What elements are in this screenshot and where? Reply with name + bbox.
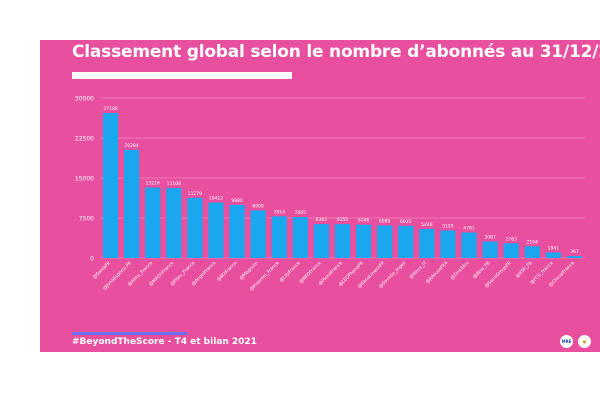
data-label: 8909 <box>252 203 264 209</box>
bar <box>377 225 393 258</box>
data-label: 27188 <box>103 106 117 112</box>
data-label: 367 <box>570 249 579 255</box>
data-label: 10412 <box>209 195 223 201</box>
bar <box>503 243 519 258</box>
data-label: 20284 <box>124 143 138 149</box>
bar <box>334 224 351 258</box>
x-tick-label: @SoniaFR <box>92 260 112 280</box>
y-tick-label: 7500 <box>79 216 94 223</box>
y-tick-label: 30000 <box>75 96 94 103</box>
slide: Classement global selon le nombre d’abon… <box>40 40 600 352</box>
logo-2-icon: ● <box>578 335 591 348</box>
data-label: 4781 <box>463 226 475 232</box>
data-label: 2194 <box>527 239 539 245</box>
bar <box>145 187 161 258</box>
data-label: 7665 <box>295 210 307 216</box>
data-label: 6350 <box>337 217 349 223</box>
bar <box>313 224 330 258</box>
bar <box>292 217 308 258</box>
data-label: 6362 <box>316 217 328 223</box>
data-label: 9980 <box>231 198 243 204</box>
x-tick-label: @LilyFrance <box>278 260 302 284</box>
x-tick-label: @M2France <box>216 260 239 283</box>
x-tick-label: @Neva_IT <box>408 260 428 280</box>
data-label: 11279 <box>188 191 202 197</box>
footer-accent-line <box>72 332 187 335</box>
bar <box>355 224 372 258</box>
data-label: 6035 <box>400 219 412 225</box>
data-label: 13216 <box>146 181 160 187</box>
bar <box>124 149 140 258</box>
bar <box>166 188 182 258</box>
bar <box>482 241 498 258</box>
data-label: 13108 <box>167 181 181 187</box>
footer-hashtag: #BeyondTheScore - T4 et bilan 2021 <box>72 337 257 347</box>
bar <box>208 202 224 258</box>
y-tick-label: 15000 <box>75 176 94 183</box>
bar <box>461 232 477 258</box>
data-label: 3087 <box>484 235 496 241</box>
bar <box>250 210 266 258</box>
bar <box>440 230 456 258</box>
bar <box>524 246 540 258</box>
title-underline <box>72 72 292 79</box>
x-tick-label: @Tina56rz <box>449 260 471 282</box>
bar <box>271 216 287 258</box>
bar <box>229 204 245 258</box>
bar <box>419 228 435 258</box>
x-tick-label: @RSK_FR <box>514 260 533 279</box>
x-tick-label: @Magnum <box>238 260 259 281</box>
bar-chart: 0 7500 15000 22500 30000 27188 @SoniaFR 20284 @J… <box>75 96 585 292</box>
data-label: 6089 <box>379 219 391 225</box>
bar <box>187 197 203 258</box>
y-tick-label: 0 <box>90 256 94 263</box>
slide-title: Classement global selon le nombre d’abon… <box>72 42 600 62</box>
y-tick-label: 22500 <box>75 136 94 143</box>
x-tick-label: @JolouseFR4 <box>425 260 450 285</box>
data-label: 6246 <box>358 218 370 224</box>
bar <box>102 112 119 258</box>
x-tick-label: @Bow_FR <box>472 260 492 280</box>
bar <box>545 252 561 258</box>
bar <box>398 225 414 258</box>
data-label: 2763 <box>505 236 517 242</box>
bar <box>566 256 583 258</box>
data-label: 5159 <box>442 223 454 229</box>
data-label: 5448 <box>421 222 433 228</box>
data-label: 1041 <box>548 245 560 251</box>
logo-1-icon: MRE <box>560 335 573 348</box>
data-label: 7814 <box>274 209 286 215</box>
